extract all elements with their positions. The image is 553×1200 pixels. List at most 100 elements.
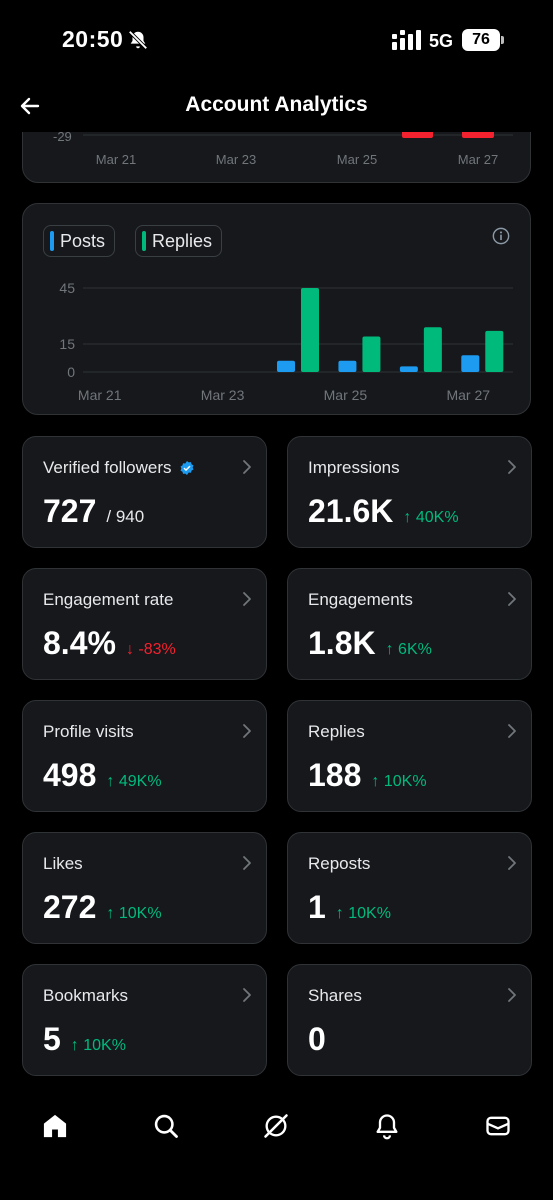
trend-arrow-icon: ↑ [371,773,380,790]
metric-tile[interactable]: Verified followers 727 / 940 [22,436,267,548]
nav-notifications[interactable] [332,1095,443,1157]
metric-change: ↑ 10K% [106,905,161,923]
metric-value-row: 498 ↑ 49K% [43,757,162,794]
trend-arrow-icon: ↑ [106,773,115,790]
metric-label: Engagement rate [43,590,174,609]
chart-bar-posts [461,355,480,372]
metric-label: Likes [43,854,83,873]
legend-replies[interactable]: Replies [135,225,223,257]
metric-value: 8.4% [43,625,116,661]
metric-label: Bookmarks [43,986,129,1005]
chevron-right-icon [508,988,516,1002]
x-tick-label: Mar 27 [446,387,490,403]
chevron-right-icon [508,856,516,870]
chart-legend: Posts Replies [43,225,223,257]
info-icon[interactable] [492,227,510,245]
metric-change-value: 49K% [118,773,162,790]
metric-label: Replies [308,722,365,741]
legend-posts[interactable]: Posts [43,225,116,257]
chart-bar-replies [423,327,442,372]
nav-grok[interactable] [221,1095,332,1157]
metric-tile[interactable]: Bookmarks 5 ↑ 10K% [22,964,267,1076]
chart-bar-posts [399,366,418,372]
trend-arrow-icon: ↑ [106,905,115,922]
metric-tile[interactable]: Profile visits 498 ↑ 49K% [22,700,267,812]
page-header: Account Analytics [0,80,553,132]
metric-value: 1.8K [308,625,376,661]
metric-value: 21.6K [308,493,394,529]
chevron-right-icon [243,592,251,606]
search-icon [154,1114,178,1138]
trend-arrow-icon: ↑ [385,641,394,658]
x-tick-label: Mar 21 [96,152,136,167]
legend-label: Replies [152,230,213,251]
x-tick-label: Mar 21 [78,387,122,403]
chart-bar-replies [362,336,381,372]
metric-value: 0 [308,1021,326,1057]
metric-label: Impressions [308,458,400,477]
chart-bar-replies [301,288,319,372]
metric-value: 5 [43,1021,61,1057]
metric-label: Profile visits [43,722,134,741]
metric-label: Verified followers [43,458,195,478]
metric-value: 1 [308,889,326,925]
metric-change-value: 10K% [383,773,427,790]
metric-value-row: 5 ↑ 10K% [43,1021,126,1058]
chart-bar-posts [277,360,295,372]
metric-total: / 940 [106,507,145,526]
metric-value-row: 272 ↑ 10K% [43,889,162,926]
metric-change: ↑ 10K% [71,1037,126,1055]
legend-swatch-posts [50,231,54,251]
x-tick-label: Mar 25 [324,387,368,403]
metric-label: Reposts [308,854,371,873]
chevron-right-icon [243,988,251,1002]
nav-home[interactable] [0,1095,111,1157]
trend-arrow-icon: ↑ [70,1037,79,1054]
metric-tile[interactable]: Impressions 21.6K ↑ 40K% [287,436,532,548]
metric-value: 727 [43,493,97,529]
metric-label: Shares [308,986,362,1005]
signal-icon [392,30,421,50]
chart-bar-posts [338,360,357,372]
metric-value-row: 188 ↑ 10K% [308,757,427,794]
metric-change: ↑ 6K% [386,641,432,659]
metric-change: ↓ -83% [126,641,176,659]
metric-change-value: 10K% [83,1037,126,1054]
metric-tile[interactable]: Engagement rate 8.4% ↓ -83% [22,568,267,680]
metric-value-row: 1 ↑ 10K% [308,889,391,926]
status-bar: 20:50 5G 76 [0,0,553,80]
y-tick-label: 0 [67,364,75,380]
metric-value-row: 1.8K ↑ 6K% [308,625,432,662]
metric-tile[interactable]: Likes 272 ↑ 10K% [22,832,267,944]
y-tick-label: 15 [59,336,75,352]
metric-value: 188 [308,757,362,793]
metric-change-value: 10K% [118,905,162,922]
trend-arrow-icon: ↓ [125,641,134,658]
metric-value-row: 8.4% ↓ -83% [43,625,176,662]
metric-tile[interactable]: Replies 188 ↑ 10K% [287,700,532,812]
metric-change: ↑ 40K% [403,509,458,527]
metric-tile[interactable]: Shares 0 [287,964,532,1076]
metric-value: 272 [43,889,97,925]
messages-icon [486,1116,510,1136]
legend-swatch-replies [142,231,147,251]
network-type: 5G [429,31,454,51]
home-icon [44,1114,67,1138]
nav-messages[interactable] [442,1095,553,1157]
metric-tile[interactable]: Engagements 1.8K ↑ 6K% [287,568,532,680]
grok-icon [264,1114,289,1138]
x-tick-label: Mar 25 [337,152,377,167]
trend-arrow-icon: ↑ [403,509,412,526]
chevron-right-icon [508,460,516,474]
metric-change-value: 40K% [415,509,459,526]
metric-tile[interactable]: Reposts 1 ↑ 10K% [287,832,532,944]
nav-search[interactable] [111,1095,222,1157]
back-button[interactable] [14,90,46,122]
metric-change: ↑ 10K% [371,773,426,791]
trend-arrow-icon: ↑ [335,905,344,922]
verified-badge-icon [180,461,193,475]
bottom-navigation [0,1095,553,1165]
page-title: Account Analytics [185,93,368,116]
battery-icon: 76 [462,29,504,51]
